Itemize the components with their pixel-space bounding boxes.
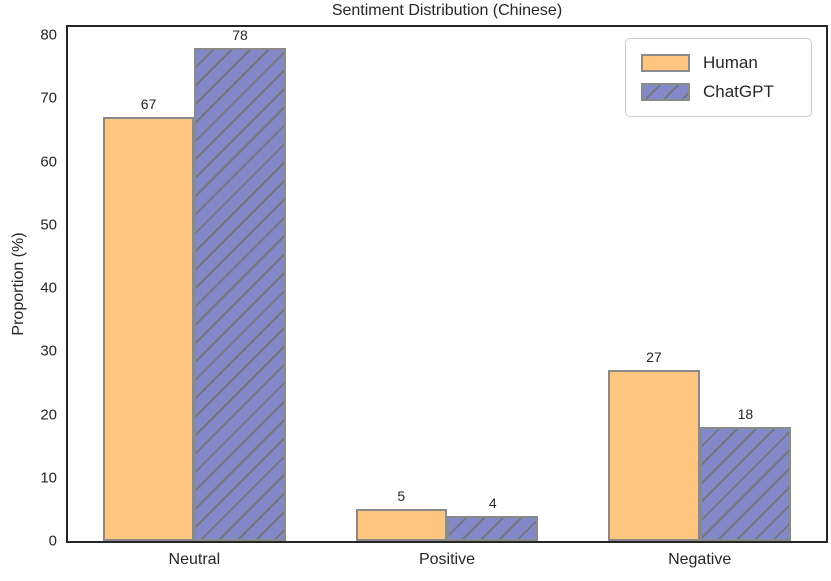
y-tick-label: 70	[40, 89, 57, 107]
y-tick-label: 30	[40, 342, 57, 360]
chart-title: Sentiment Distribution (Chinese)	[331, 2, 563, 19]
legend: Human ChatGPT	[625, 38, 812, 117]
bar-value-label: 78	[232, 26, 248, 43]
bar-value-label: 5	[397, 488, 406, 505]
bar-value-label: 4	[488, 494, 497, 511]
y-tick-label: 20	[40, 406, 57, 424]
bar-negative-human	[608, 370, 700, 541]
chatgpt-swatch-icon	[641, 83, 690, 101]
x-tick-label-neutral: Neutral	[168, 551, 221, 568]
bar-neutral-human	[102, 117, 195, 541]
bar-value-label: 67	[140, 96, 157, 113]
y-tick-label: 40	[40, 279, 57, 297]
y-tick-label: 80	[40, 26, 57, 44]
legend-label-human: Human	[703, 53, 758, 72]
legend-entry-chatgpt: ChatGPT	[641, 82, 811, 102]
x-tick-label-negative: Negative	[668, 551, 732, 568]
legend-entry-human: Human	[641, 53, 811, 73]
bar-positive-human	[355, 509, 447, 541]
y-tick-label: 10	[40, 469, 57, 487]
x-tick-label-positive: Positive	[418, 551, 476, 568]
y-axis-label: Proportion (%)	[10, 232, 27, 336]
y-tick-label: 50	[40, 216, 57, 234]
bar-neutral-chatgpt	[194, 47, 286, 541]
y-tick-label: 0	[48, 532, 57, 550]
bar-value-label: 18	[737, 406, 754, 423]
bar-negative-chatgpt	[699, 427, 792, 541]
bar-positive-chatgpt	[447, 515, 539, 541]
y-tick-label: 60	[40, 153, 57, 171]
human-swatch-icon	[641, 54, 690, 72]
bar-value-label: 27	[646, 349, 662, 366]
legend-label-chatgpt: ChatGPT	[703, 82, 774, 101]
